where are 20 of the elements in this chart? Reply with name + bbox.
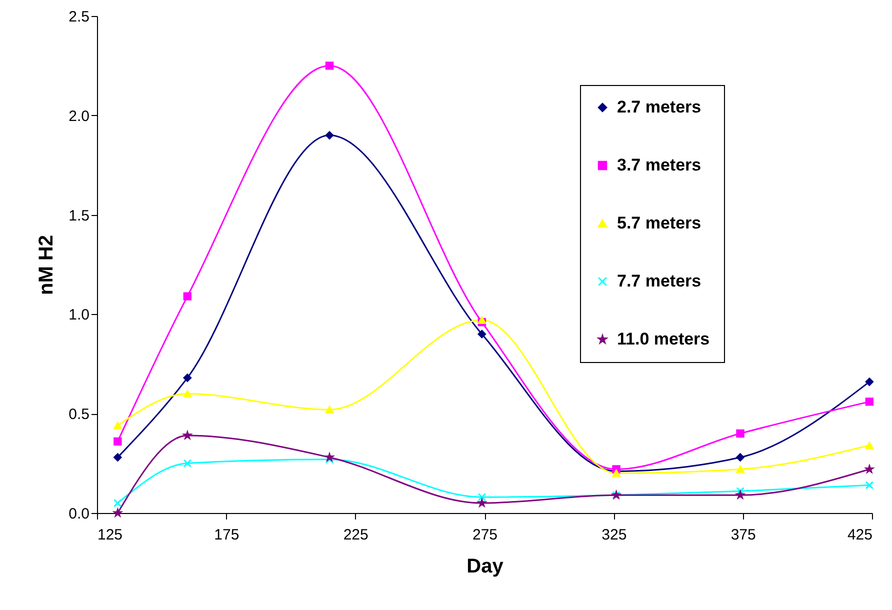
legend-label: 3.7 meters xyxy=(617,156,702,174)
x-tick-label: 425 xyxy=(847,526,872,544)
legend-label: 7.7 meters xyxy=(617,272,702,290)
x-tick-label: 125 xyxy=(98,526,123,544)
y-tick-label: 2.5 xyxy=(68,8,90,26)
y-tick-label: 1.5 xyxy=(68,207,90,224)
x-tick-label: 175 xyxy=(214,526,240,544)
x-tick-label: 325 xyxy=(602,526,627,544)
x-tick-label: 225 xyxy=(343,526,368,544)
y-axis-title: nM H2 xyxy=(36,235,58,295)
x-tick-label: 275 xyxy=(472,526,498,544)
legend-label: 2.7 meters xyxy=(617,98,702,116)
x-axis-title: Day xyxy=(466,556,504,578)
x-tick-label: 375 xyxy=(730,526,756,544)
y-tick-label: 0.5 xyxy=(68,406,90,424)
legend-label: 5.7 meters xyxy=(617,214,702,232)
legend-label: 11.0 meters xyxy=(617,330,710,348)
y-tick-label: 2.0 xyxy=(68,108,90,125)
y-tick-label: 1.0 xyxy=(68,306,90,324)
y-tick-label: 0.0 xyxy=(68,506,90,522)
